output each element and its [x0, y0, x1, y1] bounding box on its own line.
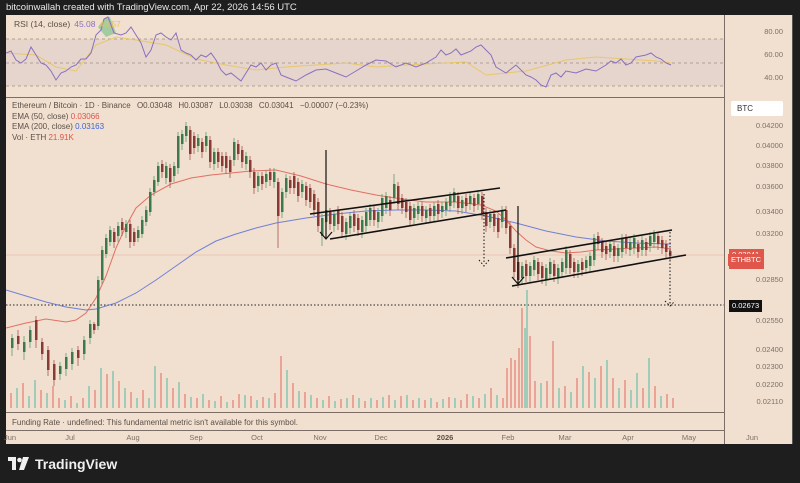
price-legend: Ethereum / Bitcoin · 1D · Binance O0.030…	[12, 101, 368, 143]
price-tick: 0.04200	[755, 121, 783, 130]
tradingview-logo[interactable]: TradingView	[8, 456, 117, 472]
funding-rate-pane: Funding Rate · undefined: This fundament…	[6, 412, 724, 431]
month-label: May	[681, 433, 697, 442]
month-label: Dec	[374, 433, 388, 442]
time-axis[interactable]: Jun Jul Aug Sep Oct Nov Dec 2026 Feb Mar…	[3, 432, 758, 444]
change-value: −0.00007 (−0.23%)	[299, 101, 369, 110]
chart-frame[interactable]: RSI (14, close) 45.08 48.57	[3, 15, 793, 444]
ema200-row[interactable]: EMA (200, close) 0.03163	[12, 122, 368, 133]
ema50-row[interactable]: EMA (50, close) 0.03066	[12, 112, 368, 123]
month-label: Sep	[189, 433, 203, 442]
price-tick: 0.03800	[755, 161, 783, 170]
month-label: Nov	[313, 433, 327, 442]
price-tick: 0.03400	[755, 207, 783, 216]
ohlc-row: Ethereum / Bitcoin · 1D · Binance O0.030…	[12, 101, 368, 112]
ema50-value: 0.03066	[70, 111, 100, 121]
candles	[11, 122, 672, 386]
tradingview-logo-text: TradingView	[35, 456, 118, 472]
price-tick: 0.02400	[755, 345, 783, 354]
high-value: H0.03087	[178, 101, 214, 110]
rsi-tick: 60.00	[764, 50, 783, 59]
rsi-label: RSI (14, close)	[14, 19, 71, 29]
ema200-label: EMA (200, close)	[12, 122, 73, 131]
rsi-tick: 80.00	[764, 27, 783, 36]
rsi-plot	[6, 16, 724, 88]
tradingview-logo-icon	[8, 457, 30, 471]
price-pane[interactable]: Ethereum / Bitcoin · 1D · Binance O0.030…	[6, 98, 724, 411]
close-value: C0.03041	[258, 101, 294, 110]
month-label: Aug	[126, 433, 140, 442]
month-label: Jun	[3, 433, 17, 442]
month-label: Apr	[622, 433, 634, 442]
price-tick: 0.02300	[755, 362, 783, 371]
volume-value: 21.91K	[48, 132, 74, 142]
rsi-band	[6, 39, 724, 86]
volume-label: Vol · ETH	[12, 132, 47, 142]
volume-bars	[10, 290, 674, 408]
currency-button[interactable]: BTC	[731, 101, 783, 116]
month-label: Feb	[501, 433, 515, 442]
price-tick: 0.02850	[755, 275, 783, 284]
price-tick: 0.02200	[755, 380, 783, 389]
month-label: Oct	[251, 433, 263, 442]
channel-feb-apr	[505, 229, 687, 287]
ema200-value: 0.03163	[75, 122, 105, 131]
price-tick: 0.04000	[755, 141, 783, 150]
rsi-ma-value: 48.57	[99, 19, 121, 29]
rsi-value: 45.08	[74, 19, 96, 29]
price-tick: 0.03600	[755, 182, 783, 191]
rsi-tick: 40.00	[764, 73, 783, 82]
open-value: O0.03048	[136, 101, 173, 110]
low-value: L0.03038	[219, 101, 253, 110]
rsi-legend: RSI (14, close) 45.08 48.57	[14, 19, 121, 29]
price-tick: 0.02110	[756, 397, 783, 406]
price-axis[interactable]: 80.00 60.00 40.00 BTC 0.04200 0.04000 0.…	[724, 15, 793, 444]
month-label: Jun	[745, 433, 759, 442]
month-label: Mar	[558, 433, 572, 442]
channel-nov-jan	[309, 187, 507, 240]
symbol-price-tag: ETHBTC	[728, 254, 764, 266]
symbol-label[interactable]: Ethereum / Bitcoin · 1D · Binance	[12, 101, 131, 110]
ema50-label: EMA (50, close)	[12, 111, 69, 121]
month-label: 2026	[436, 433, 454, 442]
price-plot	[6, 122, 724, 408]
month-label: Jul	[65, 433, 75, 442]
volume-row[interactable]: Vol · ETH 21.91K	[12, 133, 368, 144]
target-price-tag: 0.02673	[729, 300, 763, 312]
chart-caption: bitcoinwallah created with TradingView.c…	[6, 2, 297, 13]
price-tick: 0.03200	[755, 229, 783, 238]
rsi-pane[interactable]: RSI (14, close) 45.08 48.57	[6, 15, 724, 98]
price-tick: 0.02550	[755, 316, 783, 325]
